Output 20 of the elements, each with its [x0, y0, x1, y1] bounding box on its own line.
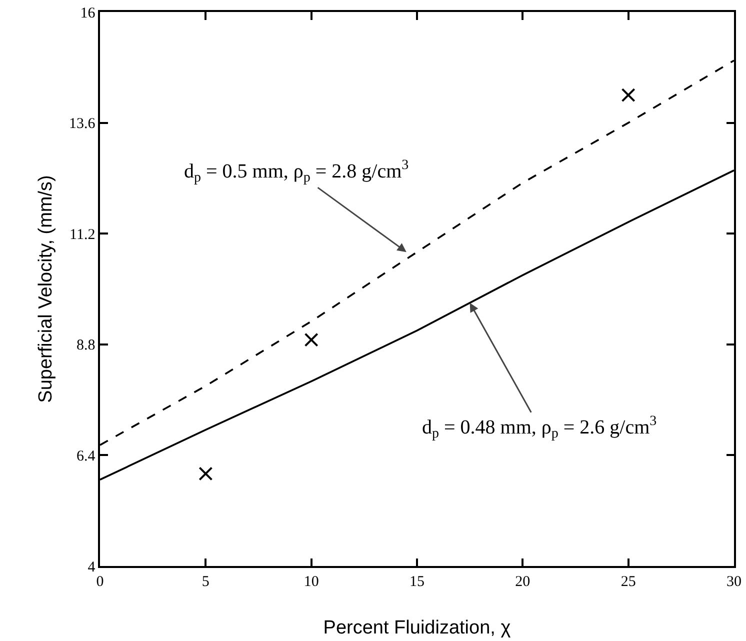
- x-tick-label: 5: [202, 574, 210, 590]
- y-tick-label: 8.8: [76, 338, 96, 354]
- annotation: d$_{p}$ = 0.5 mm, ρ$_{p}$ = 2.8 g/cm$^{3}$: [184, 158, 409, 186]
- x-tick-label: 25: [620, 574, 636, 590]
- point: [304, 332, 318, 347]
- x-tick-label: 30: [726, 574, 742, 590]
- y-tick-label: 13.6: [69, 116, 96, 132]
- x-axis-title: Percent Fluidization, χ: [323, 618, 511, 638]
- annotation: d$_{p}$ = 0.48 mm, ρ$_{p}$ = 2.6 g/cm$^{3}$: [422, 414, 657, 442]
- x-tick-label: 15: [410, 574, 424, 590]
- y-axis-title: Superficial Velocity, (mm/s): [36, 175, 56, 403]
- y-tick-label: 4: [88, 559, 96, 576]
- point: [198, 466, 213, 481]
- x-tick-label: 10: [304, 574, 319, 590]
- x-tick-label: 20: [515, 574, 530, 590]
- y-tick-label: 16: [80, 5, 96, 22]
- y-tick-label: 11.2: [70, 226, 96, 243]
- x-tick-label: 0: [96, 574, 104, 590]
- y-tick-label: 6.4: [76, 448, 96, 464]
- point: [621, 88, 636, 102]
